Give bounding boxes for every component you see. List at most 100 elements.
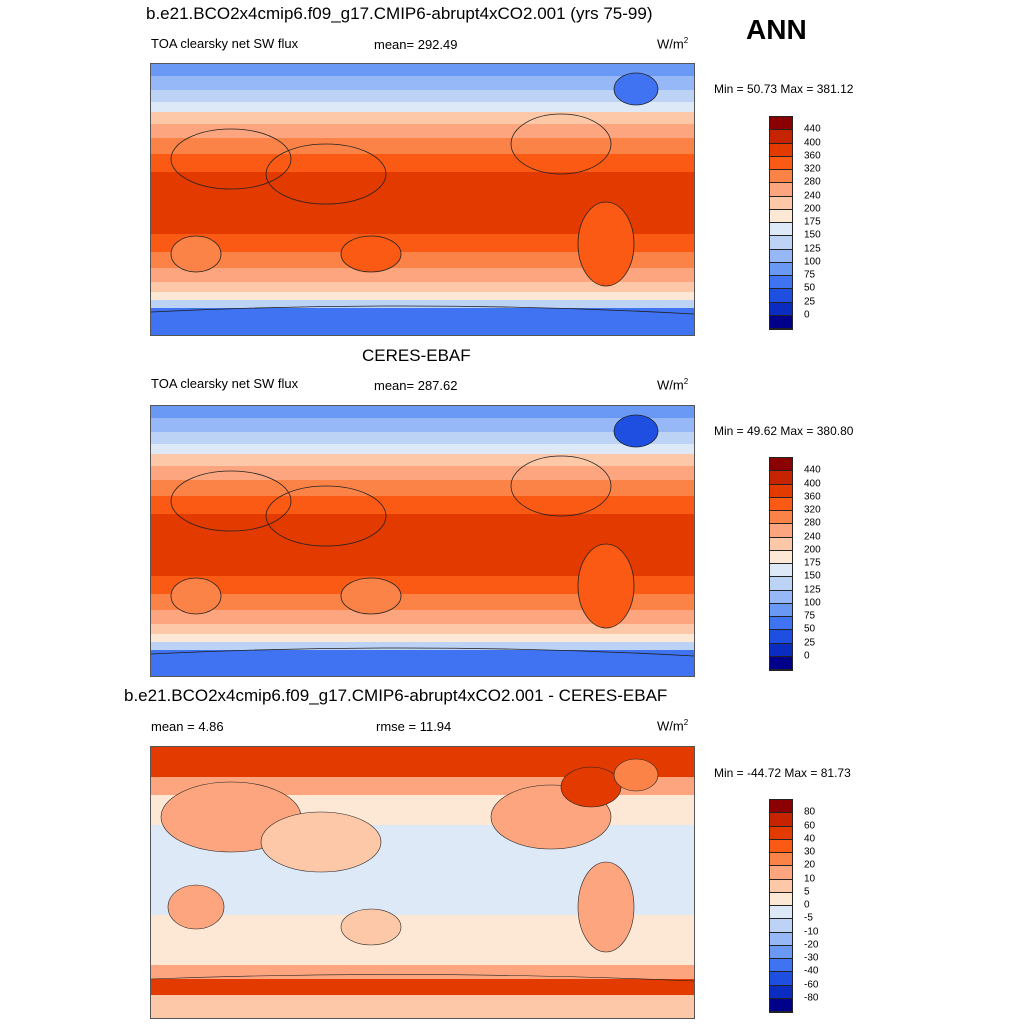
panel-1-colorbar bbox=[769, 116, 793, 330]
colorbar-tick-label: 75 bbox=[804, 610, 816, 622]
colorbar-swatch bbox=[770, 236, 792, 250]
panel-2-mean-label: mean= 287.62 bbox=[374, 378, 458, 393]
panel-2-land-features bbox=[151, 414, 694, 657]
panel-2-minmax: Min = 49.62 Max = 380.80 bbox=[714, 424, 854, 438]
colorbar-swatch bbox=[770, 117, 792, 131]
colorbar-swatch bbox=[770, 577, 792, 591]
colorbar-tick-label: 20 bbox=[804, 859, 816, 871]
colorbar-tick-label: 0 bbox=[804, 650, 810, 662]
colorbar-tick-label: 320 bbox=[804, 163, 821, 175]
colorbar-swatch bbox=[770, 143, 792, 157]
colorbar-swatch bbox=[770, 262, 792, 276]
panel-2-colorbar bbox=[769, 457, 793, 671]
colorbar-tick-label: 0 bbox=[804, 309, 810, 321]
colorbar-tick-label: 75 bbox=[804, 269, 816, 281]
colorbar-tick-label: 280 bbox=[804, 517, 821, 529]
colorbar-swatch bbox=[770, 919, 792, 933]
colorbar-tick-label: -60 bbox=[804, 979, 819, 990]
colorbar-swatch bbox=[770, 276, 792, 290]
colorbar-tick-label: 240 bbox=[804, 190, 821, 201]
colorbar-swatch bbox=[770, 826, 792, 840]
panel-3-mean-label: mean = 4.86 bbox=[151, 719, 224, 734]
colorbar-tick-label: 0 bbox=[804, 899, 810, 911]
colorbar-swatch bbox=[770, 484, 792, 498]
colorbar-tick-label: 100 bbox=[804, 256, 821, 268]
colorbar-tick-label: 200 bbox=[804, 544, 821, 556]
colorbar-tick-label: -5 bbox=[804, 912, 813, 924]
colorbar-tick-label: 30 bbox=[804, 846, 816, 858]
colorbar-swatch bbox=[770, 800, 792, 814]
colorbar-tick-label: 50 bbox=[804, 623, 816, 635]
panel-2-title: CERES-EBAF bbox=[362, 346, 471, 365]
colorbar-tick-label: 100 bbox=[804, 597, 821, 609]
colorbar-swatch bbox=[770, 839, 792, 853]
colorbar-tick-label: 80 bbox=[804, 806, 816, 818]
colorbar-swatch bbox=[770, 550, 792, 564]
colorbar-swatch bbox=[770, 972, 792, 986]
panel-3-map bbox=[150, 746, 695, 1019]
colorbar-tick-label: 10 bbox=[804, 873, 816, 884]
panel-2-zonal-bands bbox=[151, 406, 694, 676]
panel-3-colorbar bbox=[769, 799, 793, 1013]
colorbar-swatch bbox=[770, 458, 792, 472]
colorbar-tick-label: 125 bbox=[804, 243, 821, 254]
colorbar-swatch bbox=[770, 130, 792, 144]
colorbar-tick-label: -30 bbox=[804, 952, 819, 964]
colorbar-tick-label: 200 bbox=[804, 203, 821, 215]
colorbar-swatch bbox=[770, 209, 792, 223]
panel-3-minmax: Min = -44.72 Max = 81.73 bbox=[714, 766, 851, 780]
colorbar-swatch bbox=[770, 959, 792, 973]
colorbar-tick-label: -40 bbox=[804, 965, 819, 977]
panel-1-units: W/m2 bbox=[657, 36, 689, 52]
colorbar-swatch bbox=[770, 315, 792, 329]
colorbar-tick-label: 40 bbox=[804, 833, 816, 845]
panel-1-land-features bbox=[151, 72, 694, 315]
panel-2-map bbox=[150, 405, 695, 677]
colorbar-tick-label: 440 bbox=[804, 123, 821, 135]
colorbar-tick-label: -20 bbox=[804, 939, 819, 951]
colorbar-swatch bbox=[770, 879, 792, 893]
colorbar-swatch bbox=[770, 196, 792, 210]
colorbar-swatch bbox=[770, 223, 792, 237]
colorbar-tick-label: 60 bbox=[804, 820, 816, 831]
colorbar-tick-label: 150 bbox=[804, 570, 821, 582]
panel-1-minmax: Min = 50.73 Max = 381.12 bbox=[714, 82, 854, 96]
colorbar-swatch bbox=[770, 156, 792, 170]
panel-2-variable-label: TOA clearsky net SW flux bbox=[151, 376, 299, 391]
colorbar-tick-label: 50 bbox=[804, 282, 816, 294]
colorbar-swatch bbox=[770, 998, 792, 1012]
colorbar-tick-label: -80 bbox=[804, 992, 819, 1004]
colorbar-swatch bbox=[770, 537, 792, 551]
colorbar-swatch bbox=[770, 985, 792, 999]
colorbar-swatch bbox=[770, 892, 792, 906]
colorbar-swatch bbox=[770, 511, 792, 525]
colorbar-tick-label: 400 bbox=[804, 478, 821, 489]
colorbar-swatch bbox=[770, 643, 792, 657]
colorbar-swatch bbox=[770, 945, 792, 959]
panel-3-units: W/m2 bbox=[657, 718, 689, 734]
colorbar-swatch bbox=[770, 617, 792, 631]
colorbar-tick-label: 360 bbox=[804, 491, 821, 503]
colorbar-tick-label: -10 bbox=[804, 926, 819, 937]
colorbar-swatch bbox=[770, 564, 792, 578]
colorbar-swatch bbox=[770, 183, 792, 197]
colorbar-swatch bbox=[770, 497, 792, 511]
colorbar-swatch bbox=[770, 590, 792, 604]
colorbar-tick-label: 25 bbox=[804, 637, 816, 648]
colorbar-tick-label: 125 bbox=[804, 584, 821, 595]
colorbar-tick-label: 400 bbox=[804, 137, 821, 148]
season-label: ANN bbox=[746, 14, 807, 45]
panel-2-units: W/m2 bbox=[657, 377, 689, 393]
colorbar-swatch bbox=[770, 471, 792, 485]
panel-1-mean-label: mean= 292.49 bbox=[374, 37, 458, 52]
colorbar-tick-label: 320 bbox=[804, 504, 821, 516]
colorbar-tick-label: 175 bbox=[804, 557, 821, 569]
colorbar-tick-label: 240 bbox=[804, 531, 821, 542]
colorbar-tick-label: 25 bbox=[804, 296, 816, 307]
panel-3-title: b.e21.BCO2x4cmip6.f09_g17.CMIP6-abrupt4x… bbox=[124, 686, 668, 705]
panel-1-map bbox=[150, 63, 695, 336]
colorbar-swatch bbox=[770, 853, 792, 867]
colorbar-swatch bbox=[770, 656, 792, 670]
colorbar-swatch bbox=[770, 932, 792, 946]
colorbar-swatch bbox=[770, 302, 792, 316]
